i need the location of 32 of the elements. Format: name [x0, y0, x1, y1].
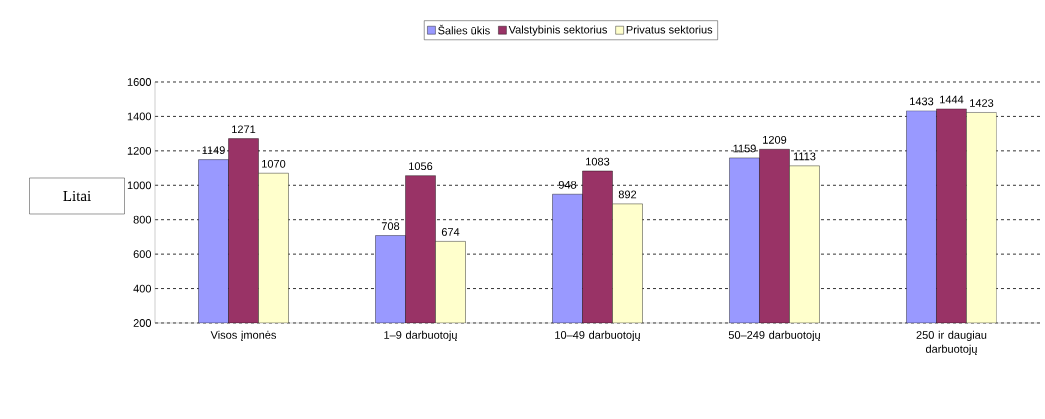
- y-tick-label: 400: [133, 284, 152, 293]
- y-tick-label: 1400: [127, 112, 152, 121]
- data-label: 948: [558, 180, 577, 189]
- y-tick-label: 800: [133, 215, 152, 224]
- y-axis-title: Litai: [63, 190, 91, 202]
- data-label: 1083: [586, 157, 610, 166]
- data-label: 1159: [733, 144, 756, 153]
- data-label: 1149: [202, 146, 225, 155]
- legend-label: Privatus sektorius: [626, 25, 713, 34]
- y-tick-label: 1600: [127, 78, 152, 86]
- x-tick-label: 50–249 darbuotojų: [728, 330, 821, 342]
- data-label: 892: [618, 190, 637, 199]
- legend-label: Šalies ūkis: [438, 24, 490, 35]
- y-tick-label: 200: [133, 319, 152, 327]
- data-label: 1423: [970, 99, 994, 107]
- data-label: 1056: [409, 162, 433, 171]
- legend-label: Valstybinis sektorius: [508, 25, 608, 36]
- data-label: 1444: [940, 95, 964, 104]
- data-label: 1209: [763, 135, 787, 144]
- y-tick-label: 600: [133, 250, 152, 259]
- data-label: 708: [381, 222, 400, 231]
- y-tick-label: 1000: [127, 181, 152, 190]
- data-label: 1070: [262, 159, 286, 168]
- data-label: 1113: [793, 152, 816, 161]
- x-tick-label: Visos įmonės: [210, 330, 276, 342]
- data-label: 1271: [232, 125, 256, 134]
- data-label: 1433: [910, 97, 934, 106]
- data-label: 674: [441, 228, 460, 236]
- y-tick-label: 1200: [127, 146, 152, 155]
- x-tick-label: 10–49 darbuotojų: [555, 330, 640, 342]
- x-tick-label: 1–9 darbuotojų: [384, 330, 457, 342]
- x-tick-label: 250 ir daugiau darbuotojų: [916, 330, 987, 356]
